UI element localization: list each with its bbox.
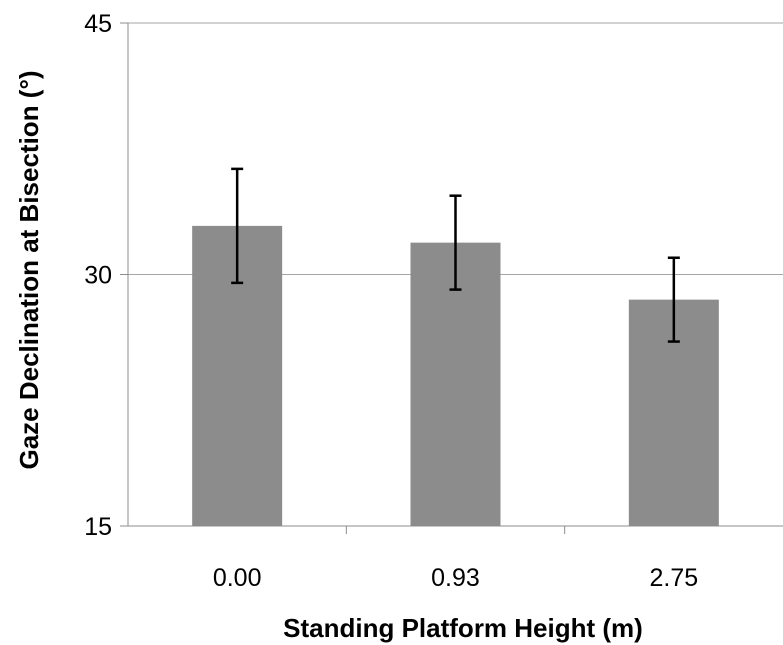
y-tick-label: 15 [84,513,112,541]
x-tick-label: 0.93 [431,564,480,592]
error-bars [231,167,680,343]
x-tick-label: 2.75 [649,564,698,592]
y-axis-title: Gaze Declination at Bisection (°) [14,70,44,469]
axes [120,22,783,534]
y-tick-labels: 15 30 45 [84,10,112,541]
error-bar [449,194,462,291]
error-bar [231,167,244,285]
x-axis-title: Standing Platform Height (m) [283,613,643,643]
x-tick-labels: 0.00 0.93 2.75 [213,564,698,592]
x-tick-label: 0.00 [213,564,262,592]
y-tick-label: 30 [84,262,112,290]
error-bar [667,256,680,343]
y-tick-label: 45 [84,10,112,38]
